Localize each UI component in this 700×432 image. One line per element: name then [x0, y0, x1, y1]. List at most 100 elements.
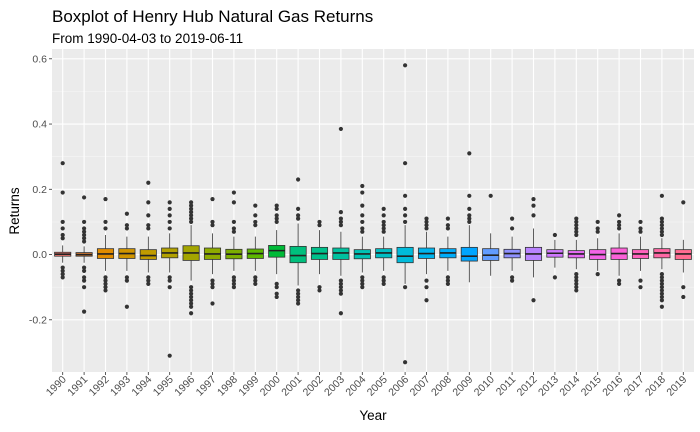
- outlier-point: [189, 288, 194, 293]
- outlier-point: [574, 223, 579, 228]
- y-tick-label: 0.2: [32, 184, 47, 196]
- box-1990: [54, 161, 72, 280]
- box-1994: [139, 180, 157, 287]
- outlier-point: [82, 229, 87, 234]
- outlier-point: [231, 226, 236, 231]
- x-tick-label: 2018: [643, 374, 668, 399]
- box-2001: [289, 177, 307, 306]
- outlier-point: [338, 219, 343, 225]
- outlier-point: [231, 229, 236, 234]
- outlier-point: [189, 216, 194, 221]
- x-tick-label: 2007: [408, 374, 433, 399]
- outlier-point: [231, 190, 236, 195]
- outlier-point: [82, 275, 87, 280]
- outlier-point: [231, 281, 236, 287]
- x-tick-label: 2005: [365, 374, 390, 399]
- outlier-point: [381, 213, 386, 218]
- outlier-point: [189, 304, 194, 309]
- x-tick-label: 2016: [600, 374, 625, 399]
- outlier-point: [445, 216, 450, 221]
- outlier-point: [659, 216, 665, 221]
- outlier-point: [659, 193, 665, 198]
- outlier-point: [659, 281, 665, 287]
- outlier-point: [360, 285, 365, 290]
- outlier-point: [146, 278, 151, 283]
- outlier-point: [231, 219, 236, 225]
- outlier-point: [659, 223, 665, 228]
- outlier-point: [124, 223, 129, 228]
- outlier-point: [210, 223, 215, 228]
- outlier-point: [638, 226, 643, 231]
- outlier-point: [574, 232, 579, 238]
- outlier-point: [253, 275, 258, 280]
- chart-title: Boxplot of Henry Hub Natural Gas Returns: [52, 7, 374, 26]
- outlier-point: [531, 298, 536, 303]
- outlier-point: [467, 206, 472, 211]
- chart-subtitle: From 1990-04-03 to 2019-06-11: [52, 31, 244, 46]
- outlier-point: [253, 219, 258, 225]
- outlier-point: [317, 223, 322, 228]
- outlier-point: [360, 219, 365, 225]
- x-tick-label: 1996: [172, 374, 197, 399]
- outlier-point: [124, 278, 129, 283]
- box-iqr: [396, 246, 414, 264]
- x-tick-label: 2012: [515, 374, 540, 399]
- x-tick-label: 1999: [236, 374, 261, 399]
- outlier-point: [552, 232, 558, 238]
- outlier-point: [424, 226, 429, 231]
- outlier-point: [381, 278, 386, 283]
- outlier-point: [103, 275, 108, 280]
- outlier-point: [638, 278, 643, 283]
- outlier-point: [381, 229, 386, 234]
- outlier-point: [338, 281, 343, 287]
- outlier-point: [189, 213, 194, 218]
- outlier-point: [317, 219, 322, 225]
- outlier-point: [338, 223, 343, 228]
- box-1999: [246, 203, 264, 287]
- outlier-point: [338, 216, 343, 221]
- outlier-point: [617, 226, 622, 231]
- outlier-point: [467, 193, 472, 198]
- outlier-point: [574, 275, 579, 280]
- outlier-point: [167, 285, 172, 290]
- outlier-point: [274, 281, 279, 287]
- outlier-point: [659, 232, 665, 238]
- outlier-point: [617, 223, 622, 228]
- outlier-point: [82, 268, 87, 273]
- outlier-point: [595, 229, 600, 234]
- y-tick-label: 0.4: [32, 119, 47, 131]
- outlier-point: [338, 288, 343, 293]
- x-tick-label: 2008: [429, 374, 454, 399]
- outlier-point: [595, 226, 600, 231]
- outlier-point: [231, 275, 236, 280]
- x-tick-label: 1993: [108, 374, 133, 399]
- box-2012: [524, 196, 543, 303]
- y-tick-label: 0.6: [32, 53, 47, 65]
- outlier-point: [124, 226, 129, 231]
- outlier-point: [595, 272, 600, 277]
- x-tick-label: 1990: [44, 374, 69, 399]
- x-axis: 1990199119921993199419951996199719981999…: [44, 372, 690, 399]
- outlier-point: [210, 281, 215, 287]
- box-2004: [353, 183, 371, 290]
- outlier-point: [659, 226, 665, 231]
- outlier-point: [338, 210, 343, 215]
- outlier-point: [210, 219, 215, 225]
- outlier-point: [103, 278, 108, 283]
- outlier-point: [424, 216, 429, 221]
- outlier-point: [60, 272, 65, 277]
- outlier-point: [296, 213, 301, 218]
- outlier-point: [681, 285, 686, 290]
- outlier-point: [82, 265, 87, 270]
- outlier-point: [274, 203, 279, 208]
- outlier-point: [146, 281, 151, 287]
- outlier-point: [82, 195, 87, 200]
- outlier-point: [146, 275, 151, 280]
- outlier-point: [467, 219, 472, 225]
- outlier-point: [574, 281, 579, 287]
- outlier-point: [274, 216, 279, 221]
- outlier-point: [617, 278, 622, 283]
- outlier-point: [574, 216, 579, 221]
- outlier-point: [82, 285, 87, 290]
